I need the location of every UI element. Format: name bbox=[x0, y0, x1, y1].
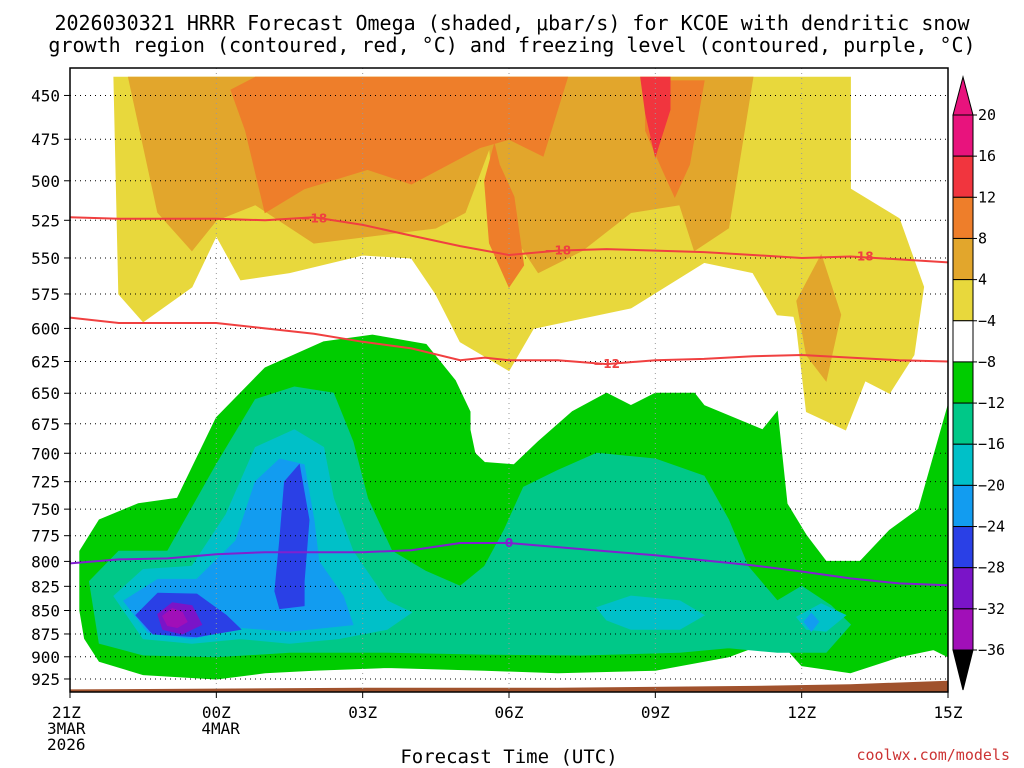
colorbar-label-8: −16 bbox=[978, 435, 1005, 453]
colorbar-top-arrow bbox=[952, 75, 974, 116]
y-tick-label-825: 825 bbox=[31, 577, 60, 596]
y-tick-label-475: 475 bbox=[31, 130, 60, 149]
x-tick-label-6-0: 15Z bbox=[934, 703, 963, 722]
x-tick-label-4-0: 09Z bbox=[641, 703, 670, 722]
y-tick-label-875: 875 bbox=[31, 625, 60, 644]
y-tick-label-775: 775 bbox=[31, 527, 60, 546]
terrain-fill bbox=[70, 680, 948, 692]
y-tick-label-650: 650 bbox=[31, 384, 60, 403]
colorbar-label-9: −20 bbox=[978, 476, 1005, 494]
colorbar-label-11: −28 bbox=[978, 559, 1005, 577]
contour-label-0: −18 bbox=[301, 212, 328, 226]
colorbar-label-3: 8 bbox=[978, 229, 987, 247]
omega-region-3 bbox=[796, 253, 842, 382]
y-axis-ticks: 450 475 500 525 550 575 600 625 650 675 700 725 750 7… bbox=[31, 86, 70, 689]
x-tick-label-3-0: 06Z bbox=[495, 703, 524, 722]
colorbar-label-2: 12 bbox=[978, 188, 996, 206]
omega-region-5 bbox=[484, 144, 525, 288]
y-tick-label-900: 900 bbox=[31, 648, 60, 667]
contour-label-4: 0 bbox=[505, 536, 513, 550]
omega-region-4 bbox=[230, 76, 569, 214]
x-tick-label-1-1: 4MAR bbox=[201, 719, 240, 738]
colorbar-swatch-4 bbox=[952, 237, 974, 281]
chart-title-line-1: 2026030321 HRRR Forecast Omega (shaded, … bbox=[54, 11, 970, 35]
omega-region-1 bbox=[771, 158, 925, 431]
colorbar-swatch-2 bbox=[952, 155, 974, 198]
y-tick-label-600: 600 bbox=[31, 319, 60, 338]
colorbar-swatch-10 bbox=[952, 484, 974, 528]
y-tick-label-700: 700 bbox=[31, 444, 60, 463]
terrain-ground bbox=[70, 680, 948, 692]
x-tick-label-5-0: 12Z bbox=[787, 703, 816, 722]
contour-labels: −18 −18 −18 −12 0 bbox=[301, 212, 874, 550]
contour-lines bbox=[70, 216, 948, 587]
contour-line-0 bbox=[70, 216, 948, 264]
y-tick-label-850: 850 bbox=[31, 601, 60, 620]
colorbar-label-5: −4 bbox=[978, 312, 996, 330]
omega-region-7 bbox=[640, 76, 671, 159]
contour-label-1: −18 bbox=[544, 244, 571, 258]
x-tick-label-1-0: 00Z bbox=[202, 703, 231, 722]
colorbar-swatch-13 bbox=[952, 608, 974, 651]
colorbar-bottom-arrow bbox=[952, 649, 974, 691]
contour-label-3: −12 bbox=[593, 357, 620, 371]
omega-shading bbox=[79, 76, 948, 680]
colorbar-swatch-8 bbox=[952, 402, 974, 445]
y-tick-label-725: 725 bbox=[31, 473, 60, 492]
colorbar-swatch-7 bbox=[952, 361, 974, 404]
y-tick-label-500: 500 bbox=[31, 172, 60, 191]
x-tick-label-0-0: 21Z bbox=[52, 703, 81, 722]
credit-text: coolwx.com/models bbox=[856, 746, 1010, 764]
colorbar-label-1: 16 bbox=[978, 147, 996, 165]
y-tick-label-575: 575 bbox=[31, 285, 60, 304]
colorbar: 20 16 12 8 4 −4 −8 −12 −16 −20 −24 −28 −32 −36 bbox=[952, 75, 1005, 691]
y-tick-label-550: 550 bbox=[31, 249, 60, 268]
omega-region-14 bbox=[803, 612, 820, 633]
chart-title-line-2: growth region (contoured, red, °C) and f… bbox=[48, 33, 975, 57]
x-tick-label-0-2: 2026 bbox=[47, 735, 86, 754]
contour-label-2: −18 bbox=[847, 249, 874, 263]
colorbar-label-6: −8 bbox=[978, 353, 996, 371]
colorbar-swatch-5 bbox=[952, 279, 974, 322]
y-tick-label-750: 750 bbox=[31, 500, 60, 519]
omega-region-18 bbox=[162, 608, 188, 629]
x-tick-label-0-1: 3MAR bbox=[47, 719, 86, 738]
colorbar-label-12: −32 bbox=[978, 600, 1005, 618]
colorbar-swatch-12 bbox=[952, 567, 974, 610]
colorbar-swatch-3 bbox=[952, 196, 974, 239]
colorbar-label-4: 4 bbox=[978, 271, 987, 289]
colorbar-swatch-11 bbox=[952, 526, 974, 569]
colorbar-swatch-9 bbox=[952, 443, 974, 486]
colorbar-swatch-6 bbox=[952, 320, 974, 363]
colorbar-label-10: −24 bbox=[978, 518, 1005, 536]
colorbar-label-0: 20 bbox=[978, 106, 996, 124]
colorbar-label-7: −12 bbox=[978, 394, 1005, 412]
omega-region-16 bbox=[274, 463, 310, 610]
y-tick-label-625: 625 bbox=[31, 352, 60, 371]
colorbar-label-13: −36 bbox=[978, 641, 1005, 659]
x-tick-label-2-0: 03Z bbox=[348, 703, 377, 722]
contour-line-1 bbox=[70, 316, 948, 366]
y-tick-label-925: 925 bbox=[31, 670, 60, 689]
y-tick-label-800: 800 bbox=[31, 552, 60, 571]
x-axis-label: Forecast Time (UTC) bbox=[400, 746, 617, 768]
contour-line-2 bbox=[70, 542, 948, 587]
omega-region-11 bbox=[595, 595, 706, 630]
y-tick-label-450: 450 bbox=[31, 86, 60, 105]
y-tick-label-525: 525 bbox=[31, 211, 60, 230]
colorbar-swatch-1 bbox=[952, 114, 974, 157]
y-tick-label-675: 675 bbox=[31, 415, 60, 434]
